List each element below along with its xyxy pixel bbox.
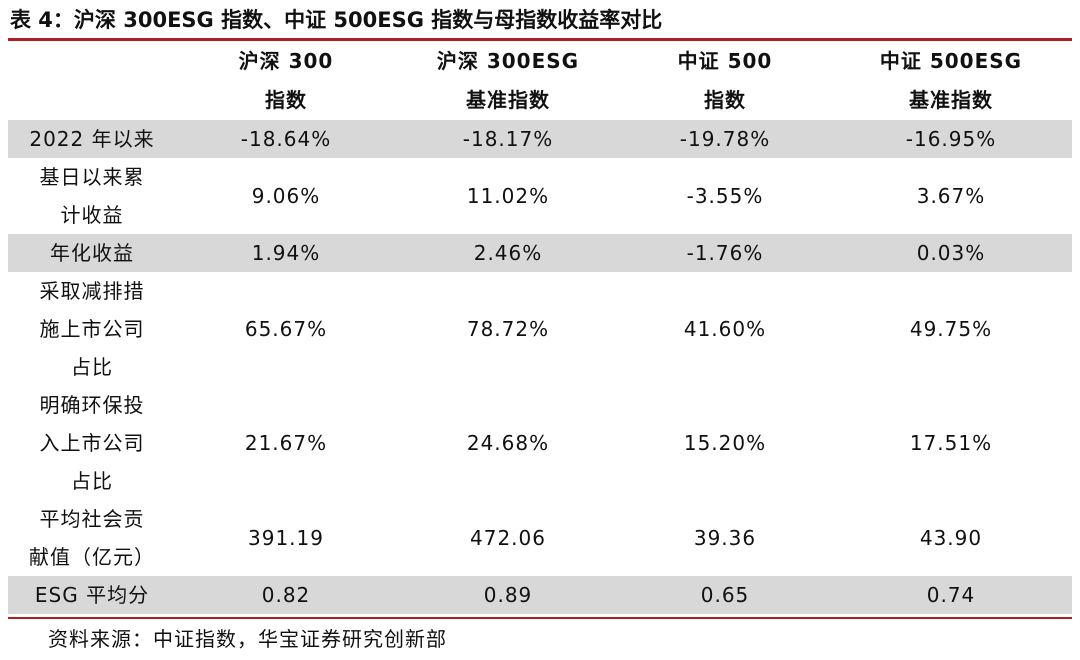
table-row: 年化收益 1.94% 2.46% -1.76% 0.03% bbox=[8, 234, 1072, 272]
table-cell: 0.82 bbox=[176, 576, 396, 614]
table-cell: 2.46% bbox=[396, 234, 620, 272]
table-cell: 391.19 bbox=[248, 526, 324, 550]
table-cell: -1.76% bbox=[620, 234, 830, 272]
table-cell: 78.72% bbox=[466, 317, 550, 341]
table-cell: 21.67% bbox=[244, 431, 328, 455]
comparison-table: 沪深 300 指数 沪深 300ESG 基准指数 中证 500 指数 中证 500ES… bbox=[8, 42, 1072, 614]
row-label: 平均社会贡 献值（亿元） bbox=[29, 507, 155, 569]
table-cell: -16.95% bbox=[830, 120, 1072, 158]
title-rule bbox=[8, 38, 1072, 41]
table-cell: 0.03% bbox=[830, 234, 1072, 272]
table-cell: 39.36 bbox=[693, 526, 757, 550]
row-label: 年化收益 bbox=[8, 234, 176, 272]
table-body: 2022 年以来 -18.64% -18.17% -19.78% -16.95% 基日以来… bbox=[8, 120, 1072, 614]
table-row: 2022 年以来 -18.64% -18.17% -19.78% -16.95% bbox=[8, 120, 1072, 158]
table-cell: 472.06 bbox=[470, 526, 546, 550]
table-cell: 17.51% bbox=[909, 431, 993, 455]
table-cell: 1.94% bbox=[176, 234, 396, 272]
column-header: 中证 500 指数 bbox=[677, 49, 773, 112]
header-row: 沪深 300 指数 沪深 300ESG 基准指数 中证 500 指数 中证 500ES… bbox=[8, 42, 1072, 120]
table-row: 平均社会贡 献值（亿元） 391.19 472.06 39.36 43.90 bbox=[8, 500, 1072, 576]
row-label: 明确环保投 入上市公司 占比 bbox=[39, 393, 145, 493]
table-cell: 9.06% bbox=[251, 184, 321, 208]
table-cell: 41.60% bbox=[683, 317, 767, 341]
row-label: 采取减排措 施上市公司 占比 bbox=[39, 279, 145, 379]
table-row: 采取减排措 施上市公司 占比 65.67% 78.72% 41.60% 49.75% bbox=[8, 272, 1072, 386]
table-cell: -18.17% bbox=[396, 120, 620, 158]
table-cell: -3.55% bbox=[686, 184, 764, 208]
table-title: 表 4：沪深 300ESG 指数、中证 500ESG 指数与母指数收益率对比 bbox=[10, 8, 663, 32]
row-label: 基日以来累 计收益 bbox=[39, 165, 145, 227]
table-row: 基日以来累 计收益 9.06% 11.02% -3.55% 3.67% bbox=[8, 158, 1072, 234]
table-cell: 3.67% bbox=[916, 184, 986, 208]
table-cell: 24.68% bbox=[466, 431, 550, 455]
column-header: 沪深 300ESG 基准指数 bbox=[436, 49, 580, 112]
table-cell: 49.75% bbox=[909, 317, 993, 341]
table-cell: 0.89 bbox=[396, 576, 620, 614]
row-label: ESG 平均分 bbox=[8, 576, 176, 614]
table-row: ESG 平均分 0.82 0.89 0.65 0.74 bbox=[8, 576, 1072, 614]
row-label: 2022 年以来 bbox=[8, 120, 176, 158]
table-cell: 11.02% bbox=[466, 184, 550, 208]
table-cell: -19.78% bbox=[620, 120, 830, 158]
table-row: 明确环保投 入上市公司 占比 21.67% 24.68% 15.20% 17.51% bbox=[8, 386, 1072, 500]
table-cell: 0.65 bbox=[620, 576, 830, 614]
bottom-rule bbox=[8, 617, 1072, 619]
column-header: 中证 500ESG 基准指数 bbox=[879, 49, 1023, 112]
header-blank bbox=[8, 42, 176, 120]
table-cell: 43.90 bbox=[919, 526, 983, 550]
table-cell: 0.74 bbox=[830, 576, 1072, 614]
table-cell: 15.20% bbox=[683, 431, 767, 455]
table-cell: -18.64% bbox=[176, 120, 396, 158]
column-header: 沪深 300 指数 bbox=[238, 49, 334, 112]
source-note: 资料来源：中证指数，华宝证券研究创新部 bbox=[48, 627, 447, 651]
table-cell: 65.67% bbox=[244, 317, 328, 341]
